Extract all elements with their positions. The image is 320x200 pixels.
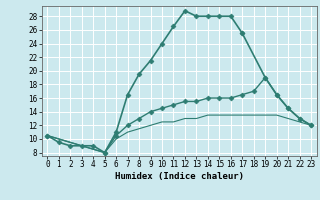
X-axis label: Humidex (Indice chaleur): Humidex (Indice chaleur) xyxy=(115,172,244,181)
